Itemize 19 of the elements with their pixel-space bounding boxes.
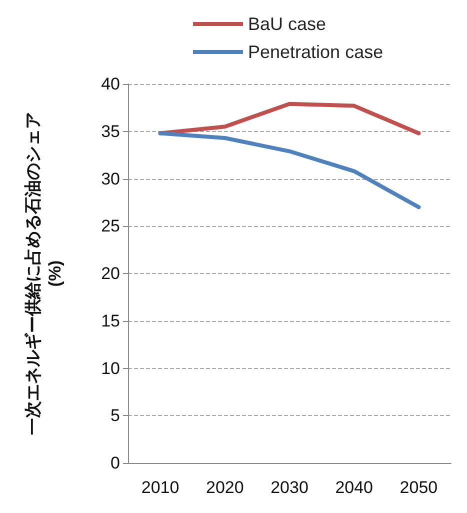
y-tick-label: 5: [110, 406, 120, 426]
line-series: [158, 131, 421, 210]
x-tick-label: 2020: [206, 478, 244, 497]
y-tick-label: 15: [101, 311, 120, 330]
y-tick-label: 0: [110, 454, 120, 472]
y-tick-label: 30: [101, 169, 120, 188]
y-tick-label: 20: [101, 264, 120, 283]
x-tick-label: 2050: [400, 478, 438, 497]
y-tick-label: 25: [101, 216, 120, 236]
legend-label: BaU case: [248, 14, 326, 34]
y-tick-label: 10: [101, 358, 120, 378]
x-tick-label: 2040: [335, 478, 374, 497]
y-tick-label: 35: [101, 122, 120, 141]
y-tick-label: 40: [101, 74, 120, 94]
legend-label: Penetration case: [248, 42, 384, 62]
x-tick-label: 2010: [141, 478, 180, 497]
y-axis-title: 一次エネルギー供給に占める石油のシェア (%): [24, 112, 64, 435]
line-series: [158, 102, 421, 136]
x-tick-label: 2030: [270, 478, 308, 497]
